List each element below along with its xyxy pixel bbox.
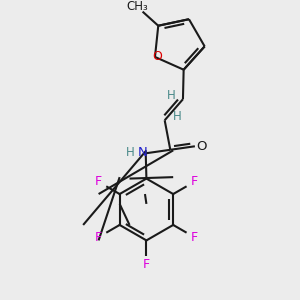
Text: CH₃: CH₃ <box>127 0 148 14</box>
Text: N: N <box>138 146 148 159</box>
Text: F: F <box>191 231 198 244</box>
Text: H: H <box>173 110 182 123</box>
Text: F: F <box>95 231 102 244</box>
Text: O: O <box>152 50 162 63</box>
Text: F: F <box>143 259 150 272</box>
Text: H: H <box>167 89 176 102</box>
Text: O: O <box>197 140 207 153</box>
Text: F: F <box>191 175 198 188</box>
Text: H: H <box>126 146 135 159</box>
Text: F: F <box>95 175 102 188</box>
